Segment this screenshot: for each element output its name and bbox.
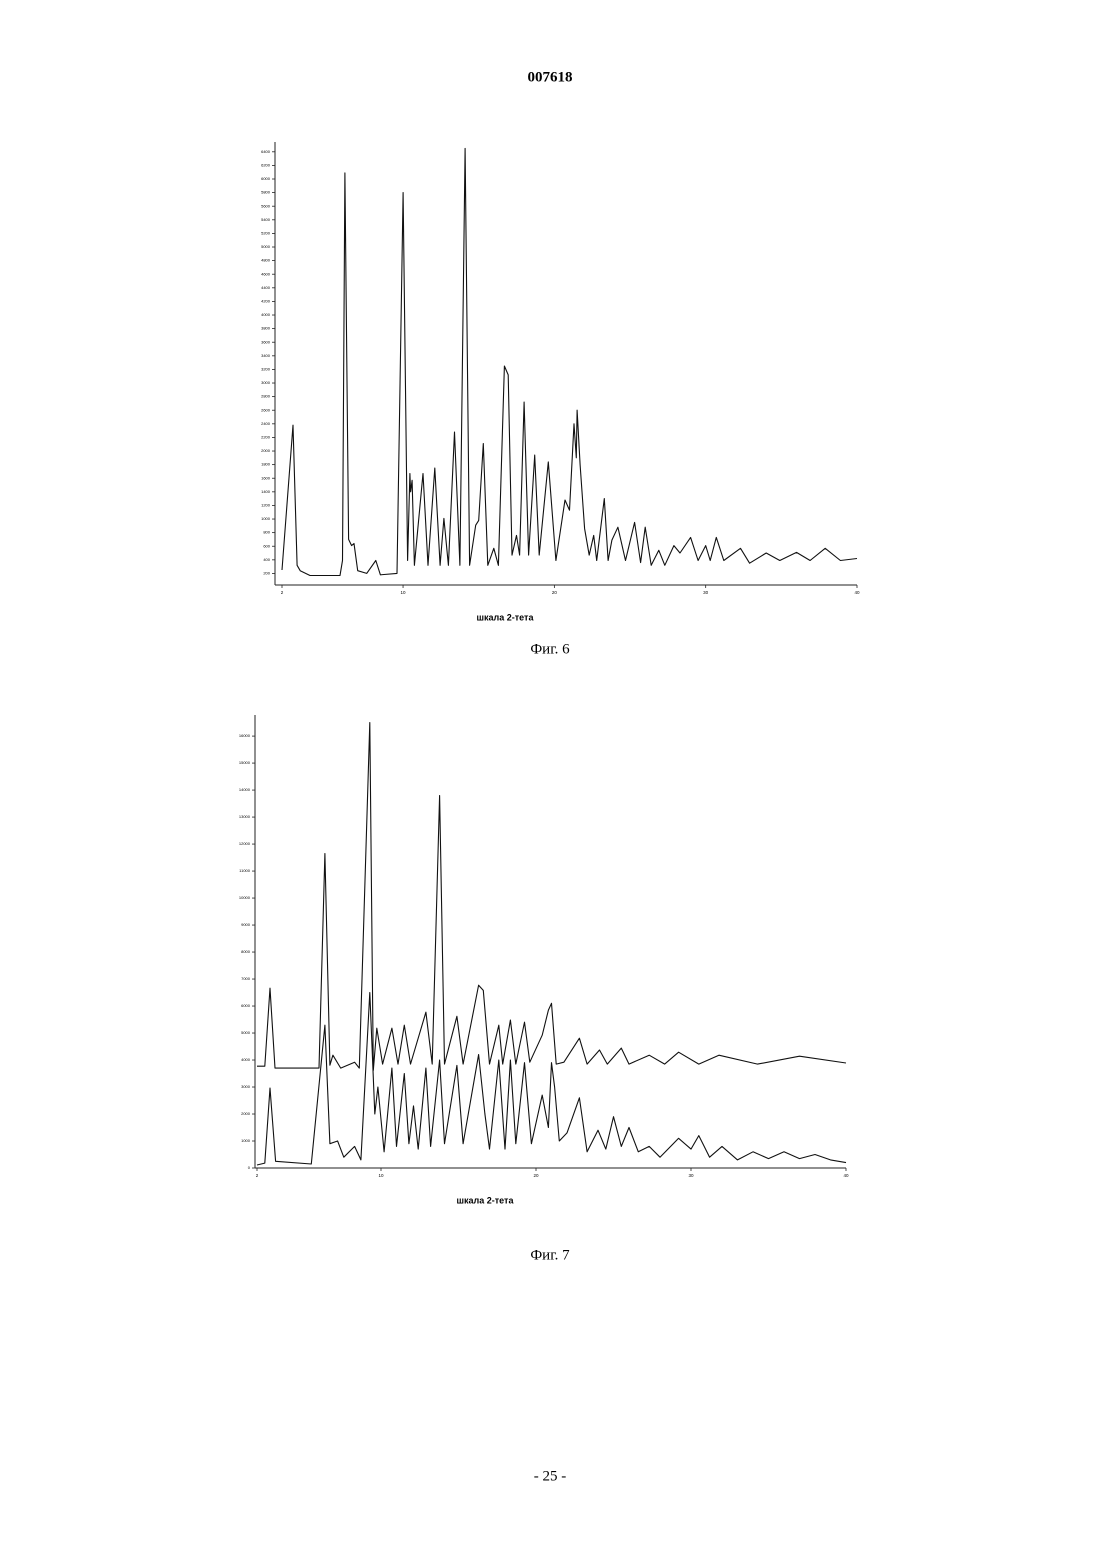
y-tick-label: 4000 (261, 312, 271, 317)
y-tick-label: 3800 (261, 326, 271, 331)
y-tick-label: 9000 (241, 922, 251, 927)
y-tick-label: 13000 (239, 814, 251, 819)
y-tick-label: 2200 (261, 434, 271, 439)
y-tick-label: 6000 (241, 1003, 251, 1008)
y-tick-label: 5000 (261, 244, 271, 249)
y-tick-label: 4000 (241, 1057, 251, 1062)
y-tick-label: 400 (263, 557, 270, 562)
y-tick-label: 200 (263, 571, 270, 576)
x-tick-label: 20 (533, 1173, 539, 1178)
y-tick-label: 4400 (261, 285, 271, 290)
y-tick-label: 11000 (239, 868, 251, 873)
y-tick-label: 1600 (261, 475, 271, 480)
y-tick-label: 5200 (261, 230, 271, 235)
x-axis-label: шкала 2-тета (477, 612, 535, 622)
y-tick-label: 1200 (261, 502, 271, 507)
x-tick-label: 10 (378, 1173, 384, 1178)
header-number: 007618 (528, 69, 573, 85)
y-tick-label: 4200 (261, 298, 271, 303)
y-tick-label: 2400 (261, 421, 271, 426)
y-tick-label: 1000 (241, 1138, 251, 1143)
y-tick-label: 12000 (239, 841, 251, 846)
spectrum-line (257, 723, 846, 1071)
y-tick-label: 3200 (261, 366, 271, 371)
y-tick-label: 6200 (261, 162, 271, 167)
y-tick-label: 2000 (241, 1111, 251, 1116)
y-tick-label: 6000 (261, 176, 271, 181)
y-tick-label: 7000 (241, 976, 251, 981)
x-tick-label: 30 (703, 590, 709, 595)
y-tick-label: 10000 (239, 895, 251, 900)
page: 007618 - 25 - 20040060080010001200140016… (0, 0, 1100, 1556)
y-tick-label: 3600 (261, 339, 271, 344)
y-tick-label: 2800 (261, 394, 271, 399)
y-tick-label: 1000 (261, 516, 271, 521)
y-tick-label: 1800 (261, 462, 271, 467)
y-tick-label: 3000 (261, 380, 271, 385)
y-tick-label: 3400 (261, 353, 271, 358)
y-tick-label: 15000 (239, 760, 251, 765)
y-tick-label: 6400 (261, 149, 271, 154)
x-tick-label: 2 (256, 1173, 259, 1178)
x-tick-label: 2 (281, 590, 284, 595)
y-tick-label: 600 (263, 543, 270, 548)
x-tick-label: 20 (552, 590, 558, 595)
document: 007618 - 25 - 20040060080010001200140016… (0, 0, 1100, 1556)
x-tick-label: 10 (401, 590, 407, 595)
y-tick-label: 4800 (261, 258, 271, 263)
y-tick-label: 5400 (261, 217, 271, 222)
spectrum-line (257, 993, 846, 1166)
y-tick-label: 1400 (261, 489, 271, 494)
y-tick-label: 5800 (261, 190, 271, 195)
y-tick-label: 5600 (261, 203, 271, 208)
y-tick-label: 800 (263, 530, 270, 535)
y-tick-label: 5000 (241, 1030, 251, 1035)
figure-caption: Фиг. 6 (530, 641, 570, 657)
y-tick-label: 2000 (261, 448, 271, 453)
y-tick-label: 14000 (239, 787, 251, 792)
page-number: - 25 - (534, 1468, 567, 1484)
x-axis-label: шкала 2-тета (457, 1195, 515, 1205)
x-tick-label: 40 (843, 1173, 849, 1178)
spectrum-line (282, 148, 857, 575)
y-tick-label: 8000 (241, 949, 251, 954)
x-tick-label: 30 (688, 1173, 694, 1178)
y-tick-label: 4600 (261, 271, 271, 276)
x-tick-label: 40 (854, 590, 860, 595)
y-tick-label: 3000 (241, 1084, 251, 1089)
y-tick-label: 16000 (239, 733, 251, 738)
figure-caption: Фиг. 7 (530, 1247, 570, 1263)
y-tick-label: 0 (248, 1165, 251, 1170)
y-tick-label: 2600 (261, 407, 271, 412)
